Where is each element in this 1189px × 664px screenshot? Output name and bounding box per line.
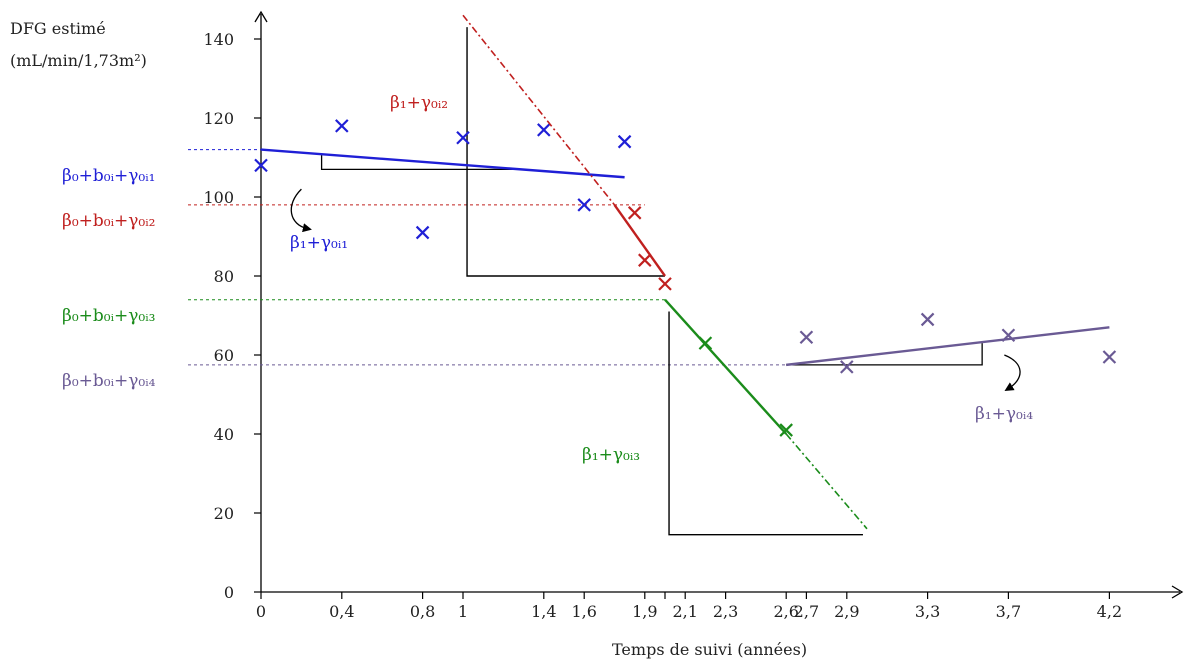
regression-line-red [613, 204, 666, 277]
x-tick-label: 0,8 [410, 602, 435, 621]
x-tick-label: 1,6 [571, 602, 596, 621]
y-axis-title-line2: (mL/min/1,73m²) [10, 51, 147, 70]
y-tick-label: 80 [214, 267, 234, 286]
slope-step-green [668, 311, 863, 536]
slope-arrow-purple [1004, 354, 1021, 391]
y-tick-label: 20 [214, 504, 234, 523]
y-axis-arrow [254, 10, 268, 23]
plot-area: 0 0,4 0,8 1 1,4 1,6 1,9 2,1 2,3 2,62,7 2,9 3,3 3,7 4,… [188, 10, 1184, 621]
x-tick-label: 1 [458, 602, 468, 621]
x-tick-label: 2,6 [773, 602, 798, 621]
x-tick-label: 3,3 [915, 602, 940, 621]
slope-label-blue: β₁+γ₀ᵢ₁ [290, 233, 348, 253]
y-tick-label: 40 [214, 425, 234, 444]
y-tick-label: 100 [203, 188, 234, 207]
data-point-red [627, 206, 642, 220]
trend-extension-green [785, 433, 868, 530]
data-point-purple [799, 330, 814, 345]
data-point-blue [577, 198, 591, 212]
data-point-green [698, 336, 713, 350]
slope-step-purple [786, 343, 983, 366]
x-tick-label: 2,3 [713, 602, 738, 621]
data-point-blue [254, 158, 268, 173]
data-point-green [779, 423, 793, 437]
x-tick-label: 0 [256, 602, 266, 621]
intercept-label-red: β₀+b₀ᵢ+γ₀ᵢ₂ [62, 211, 155, 231]
slope-label-red: β₁+γ₀ᵢ₂ [390, 93, 448, 113]
x-tick-label: 0,4 [329, 602, 354, 621]
slope-step-blue [320, 155, 516, 171]
y-tick-label: 60 [214, 346, 234, 365]
y-tick-label: 140 [203, 30, 234, 49]
slope-step-red [466, 27, 665, 277]
x-tick-label: 1,4 [531, 602, 556, 621]
data-point-red [638, 253, 652, 267]
y-tick-label: 0 [224, 583, 234, 602]
trend-extension-red [462, 14, 616, 206]
data-point-blue [537, 123, 551, 137]
data-point-blue [415, 225, 430, 240]
x-tick-label: 2,9 [834, 602, 859, 621]
slope-arrow-blue [290, 188, 312, 233]
data-point-blue [617, 134, 632, 149]
x-axis-arrow [1171, 585, 1184, 599]
intercept-label-purple: β₀+b₀ᵢ+γ₀ᵢ₄ [62, 371, 156, 391]
data-point-blue [335, 119, 349, 133]
data-point-purple [920, 312, 935, 327]
intercept-label-green: β₀+b₀ᵢ+γ₀ᵢ₃ [62, 306, 155, 326]
x-tick-label: 2,1 [672, 602, 697, 621]
x-tick-label: 2,7 [794, 602, 819, 621]
data-point-blue [456, 130, 470, 145]
regression-line-green [664, 298, 788, 435]
slope-label-purple: β₁+γ₀ᵢ₄ [975, 404, 1033, 424]
x-tick-label: 1,9 [632, 602, 657, 621]
slope-label-green: β₁+γ₀ᵢ₃ [582, 445, 640, 465]
regression-line-purple [786, 326, 1110, 367]
intercept-label-blue: β₀+b₀ᵢ+γ₀ᵢ₁ [62, 166, 155, 186]
y-axis-title-line1: DFG estimé [10, 19, 106, 38]
regression-line-blue [260, 148, 625, 179]
data-point-purple [840, 360, 854, 374]
x-axis-title: Temps de suivi (années) [612, 640, 807, 659]
x-tick-label: 3,7 [996, 602, 1021, 621]
x-tick-label: 4,2 [1097, 602, 1122, 621]
y-tick-label: 120 [203, 109, 234, 128]
data-point-purple [1001, 328, 1016, 343]
data-point-red [658, 277, 672, 291]
data-point-purple [1102, 350, 1117, 364]
